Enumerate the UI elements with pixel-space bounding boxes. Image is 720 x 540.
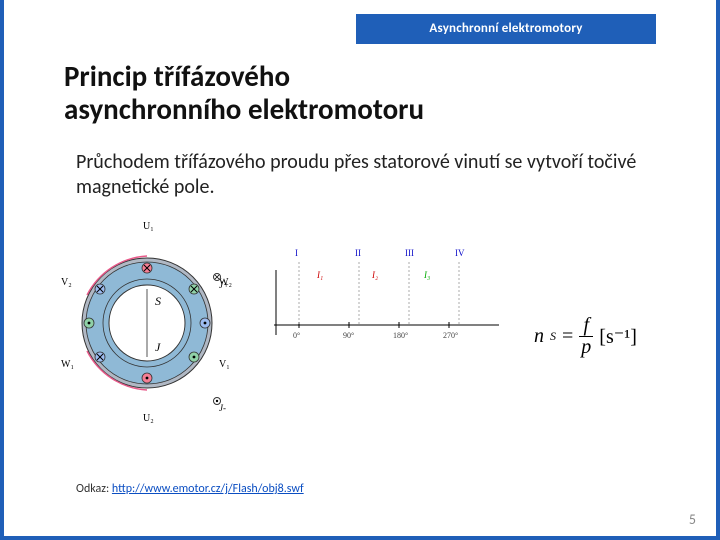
svg-text:J-: J- (219, 403, 226, 413)
svg-text:II: II (355, 248, 361, 258)
svg-text:J+: J+ (219, 280, 229, 290)
figure-area: SJU₁V₂W₂W₁V₁U₂J+J- 0°90°180°270°IIIIIIIV… (59, 215, 659, 445)
svg-text:J: J (155, 340, 161, 354)
phase-waveform: 0°90°180°270°IIIIIIIVI₁I₂I₃ (254, 240, 514, 400)
formula-num: f (582, 315, 592, 336)
svg-text:III: III (405, 248, 414, 258)
svg-text:V₂: V₂ (61, 277, 72, 288)
formula-sub: S (550, 329, 556, 344)
reference-prefix: Odkaz: (76, 482, 112, 496)
reference-link[interactable]: http://www.emotor.cz/j/Flash/obj8.swf (112, 482, 304, 496)
title-line-2: asynchronního elektromotoru (64, 91, 424, 127)
svg-text:I: I (295, 248, 298, 258)
page-number: 5 (689, 511, 696, 528)
formula-n: n (534, 325, 544, 348)
title-line-1: Princip třífázového (64, 58, 290, 94)
svg-text:I₃: I₃ (423, 270, 430, 280)
svg-text:I₁: I₁ (316, 270, 323, 280)
svg-text:180°: 180° (393, 331, 408, 340)
slide-body: Průchodem třífázového proudu přes stator… (76, 150, 656, 200)
svg-text:0°: 0° (293, 331, 300, 340)
reference-line: Odkaz: http://www.emotor.cz/j/Flash/obj8… (76, 482, 304, 496)
svg-text:I₂: I₂ (371, 270, 378, 280)
formula-ns: nS = f p [s⁻¹] (534, 315, 637, 358)
svg-text:U₁: U₁ (143, 221, 154, 232)
svg-text:270°: 270° (443, 331, 458, 340)
formula-den: p (579, 336, 593, 358)
formula-eq: = (562, 325, 573, 348)
formula-unit: [s⁻¹] (599, 324, 637, 349)
slide-title: Princip třífázového asynchronního elektr… (64, 60, 424, 127)
svg-text:W₁: W₁ (61, 359, 74, 370)
svg-text:V₁: V₁ (219, 359, 230, 370)
svg-text:90°: 90° (343, 331, 354, 340)
slide-banner: Asynchronní elektromotory (356, 14, 656, 44)
svg-text:U₂: U₂ (143, 413, 154, 424)
svg-text:IV: IV (455, 248, 465, 258)
svg-text:S: S (155, 294, 161, 308)
motor-diagram: SJU₁V₂W₂W₁V₁U₂J+J- (59, 215, 259, 430)
